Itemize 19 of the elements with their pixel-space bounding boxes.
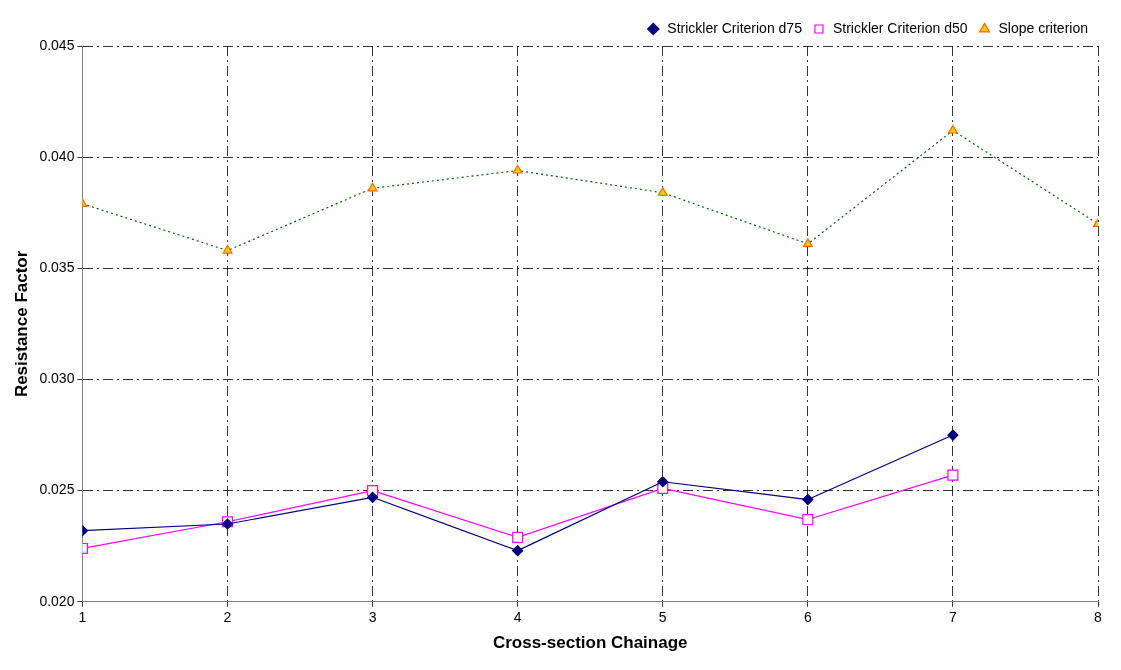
x-tick-label: 6 xyxy=(803,609,812,626)
y-tick-label: 0.045 xyxy=(39,36,75,53)
legend-label: Slope criterion xyxy=(998,19,1089,36)
legend-label: Strickler Criterion d75 xyxy=(667,19,803,36)
x-tick-label: 2 xyxy=(223,609,232,626)
legend-label: Strickler Criterion d50 xyxy=(832,19,968,36)
y-tick-label: 0.025 xyxy=(39,481,75,498)
y-tick-label: 0.035 xyxy=(39,259,75,276)
y-tick-label: 0.030 xyxy=(39,370,75,387)
x-axis-title: Cross-section Chainage xyxy=(492,633,688,653)
x-tick-label: 7 xyxy=(949,609,958,626)
y-tick-label: 0.040 xyxy=(39,148,75,165)
y-axis-title: Resistance Factor xyxy=(11,250,31,398)
x-tick-label: 1 xyxy=(78,609,87,626)
x-tick-label: 8 xyxy=(1094,609,1103,626)
x-tick-label: 3 xyxy=(368,609,377,626)
x-tick-label: 4 xyxy=(513,609,522,626)
y-tick-label: 0.020 xyxy=(39,592,75,609)
x-tick-label: 5 xyxy=(658,609,667,626)
